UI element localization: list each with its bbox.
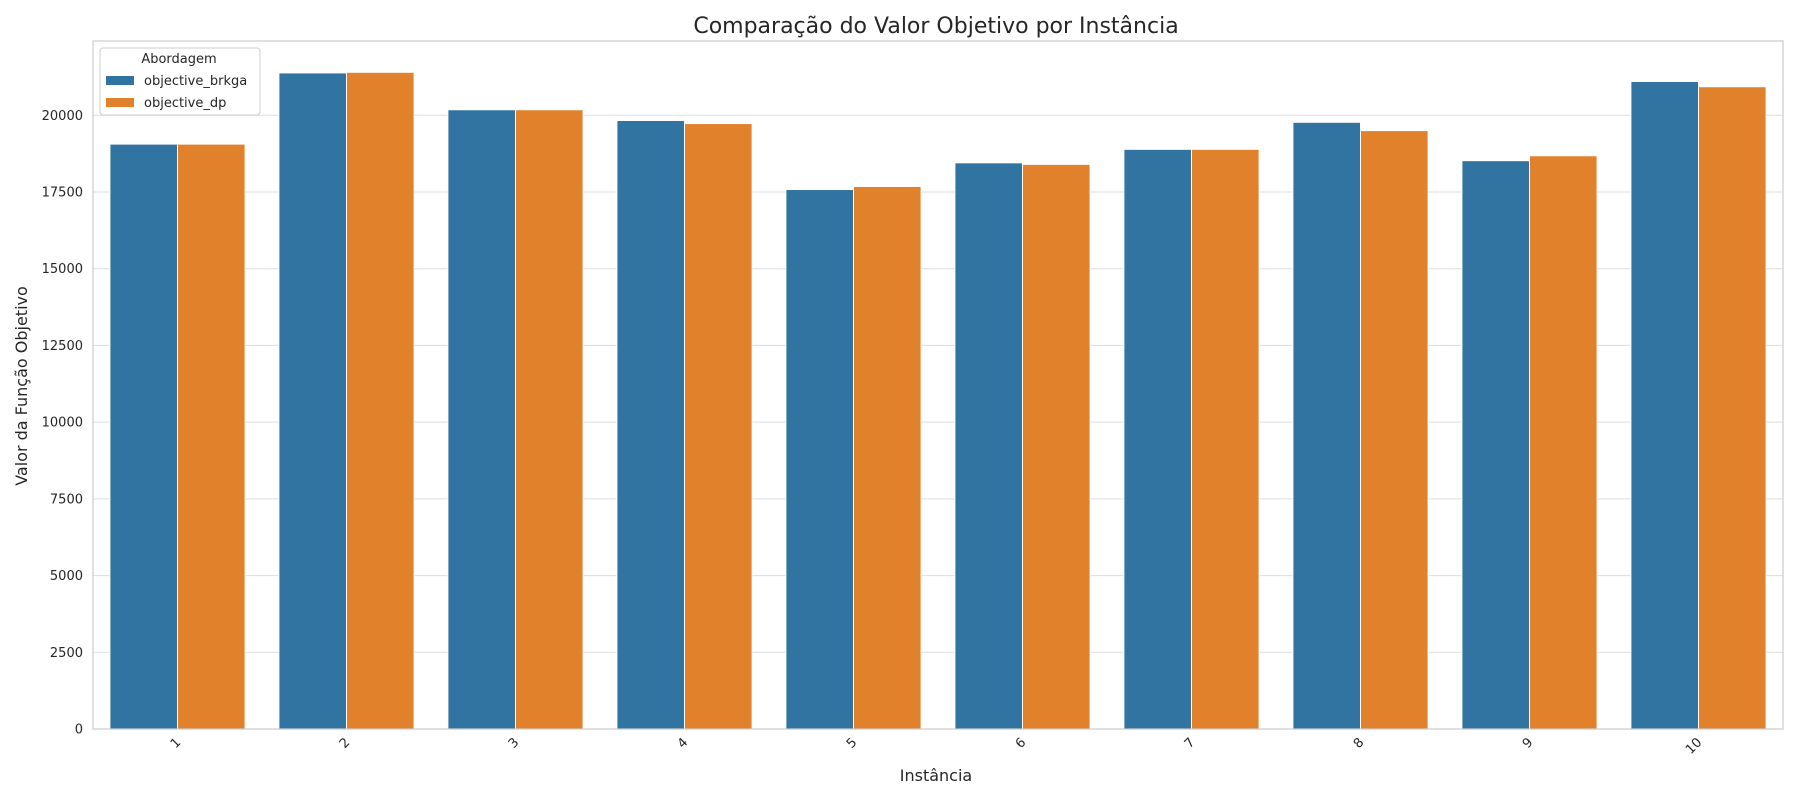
legend-label-brkga: objective_brkga [144, 74, 247, 89]
bar-objective_brkga-1 [109, 143, 178, 730]
y-tick-label: 15000 [42, 262, 83, 277]
y-tick-label: 17500 [42, 185, 83, 200]
bar-objective_dp-8 [1360, 130, 1429, 730]
bar-objective_brkga-6 [954, 162, 1024, 730]
chart-title: Comparação do Valor Objetivo por Instânc… [693, 14, 1178, 39]
bar-objective_dp-7 [1191, 148, 1260, 730]
bar-objective_brkga-4 [616, 119, 686, 730]
x-axis-label: Instância [900, 766, 972, 785]
y-tick-label: 2500 [50, 646, 83, 661]
bar-objective_dp-3 [515, 109, 584, 730]
bar-objective_dp-5 [853, 185, 922, 730]
y-tick-label: 0 [75, 723, 83, 738]
y-tick-label: 7500 [50, 492, 83, 507]
legend-swatch-dp [106, 98, 134, 107]
y-tick-label: 10000 [42, 416, 83, 431]
y-tick-label: 5000 [50, 569, 83, 584]
bar-objective_dp-6 [1022, 163, 1091, 730]
bar-objective_dp-10 [1698, 86, 1767, 730]
legend-label-dp: objective_dp [144, 96, 226, 111]
bar-series [109, 71, 1767, 730]
legend-title: Abordagem [141, 52, 216, 67]
bar-objective_brkga-7 [1123, 148, 1193, 730]
bar-objective_dp-1 [177, 143, 246, 730]
bar-objective_dp-4 [684, 123, 753, 730]
bar-objective_brkga-8 [1292, 121, 1362, 730]
y-axis-label: Valor da Função Objetivo [12, 286, 31, 486]
bar-objective_brkga-10 [1630, 81, 1700, 730]
bar-objective_brkga-5 [785, 189, 855, 730]
legend-frame [99, 47, 261, 116]
legend-swatch-brkga [106, 76, 134, 85]
bar-objective_dp-2 [346, 71, 415, 730]
y-tick-label: 20000 [42, 109, 83, 124]
plot-frame [92, 40, 1784, 730]
legend: Abordagem objective_brkga objective_dp [99, 47, 261, 116]
bar-objective_brkga-3 [447, 109, 516, 730]
bar-objective_brkga-9 [1461, 160, 1531, 730]
y-axis-ticks: 0 2500 5000 7500 10000 12500 15000 17500 20000 [42, 109, 83, 738]
bar-objective_brkga-2 [278, 72, 347, 730]
bar-objective_dp-9 [1529, 155, 1598, 730]
y-tick-label: 12500 [42, 339, 83, 354]
